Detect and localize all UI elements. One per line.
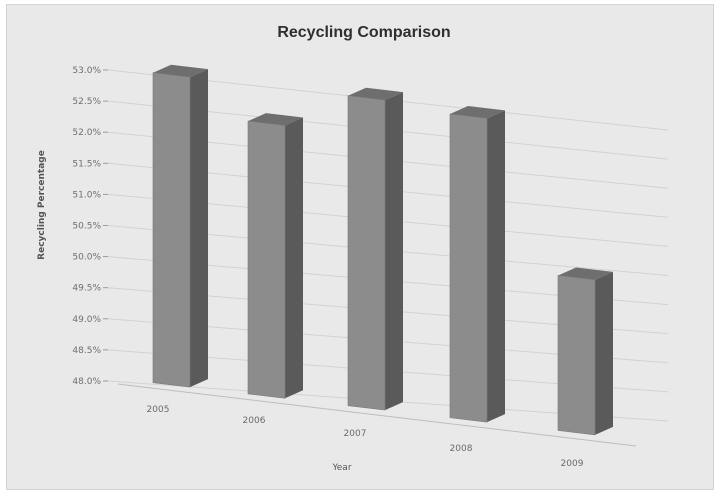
bar [247,120,286,399]
bar-top [248,113,303,126]
bar-top [450,105,505,119]
y-tick-label: 48.5% [72,346,101,356]
bar-side [385,92,403,411]
bars [152,64,613,436]
y-tick-label: 53.0% [72,66,101,76]
bar-top [153,64,208,78]
y-tick-label: 51.5% [72,159,101,169]
y-tick-label: 51.0% [72,190,101,200]
bar [557,275,596,436]
bar-side [190,69,208,388]
x-tick-label: 2006 [243,416,266,426]
y-tick-label: 49.5% [72,284,101,294]
x-tick-label: 2007 [344,429,367,439]
bar-top [348,87,403,101]
y-tick-label: 52.5% [72,97,101,107]
y-axis-label: Recycling Percentage [37,150,47,260]
bar-side [487,110,505,423]
y-axis-ticks: 48.0% 48.5% 49.0% 49.5% 50.0% 50.5% 51.0% 51.5%… [72,66,108,387]
y-tick-label: 49.0% [72,315,101,325]
bar-side [595,271,613,435]
bar [449,113,488,423]
x-tick-label: 2009 [561,459,584,469]
x-tick-label: 2005 [147,405,170,415]
bar [347,95,386,411]
bar-top [558,267,613,280]
bar [152,72,191,388]
floor-edge [117,383,637,447]
y-tick-label: 50.0% [72,253,101,263]
bar-side [285,117,303,399]
y-tick-label: 48.0% [72,377,101,387]
y-tick-label: 52.0% [72,128,101,138]
x-tick-label: 2008 [450,444,473,454]
y-tick-label: 50.5% [72,222,101,232]
x-axis-categories: 2005 2006 2007 2008 2009 [147,405,584,469]
x-axis-label: Year [331,463,351,473]
chart-title: Recycling Comparison [277,24,450,41]
